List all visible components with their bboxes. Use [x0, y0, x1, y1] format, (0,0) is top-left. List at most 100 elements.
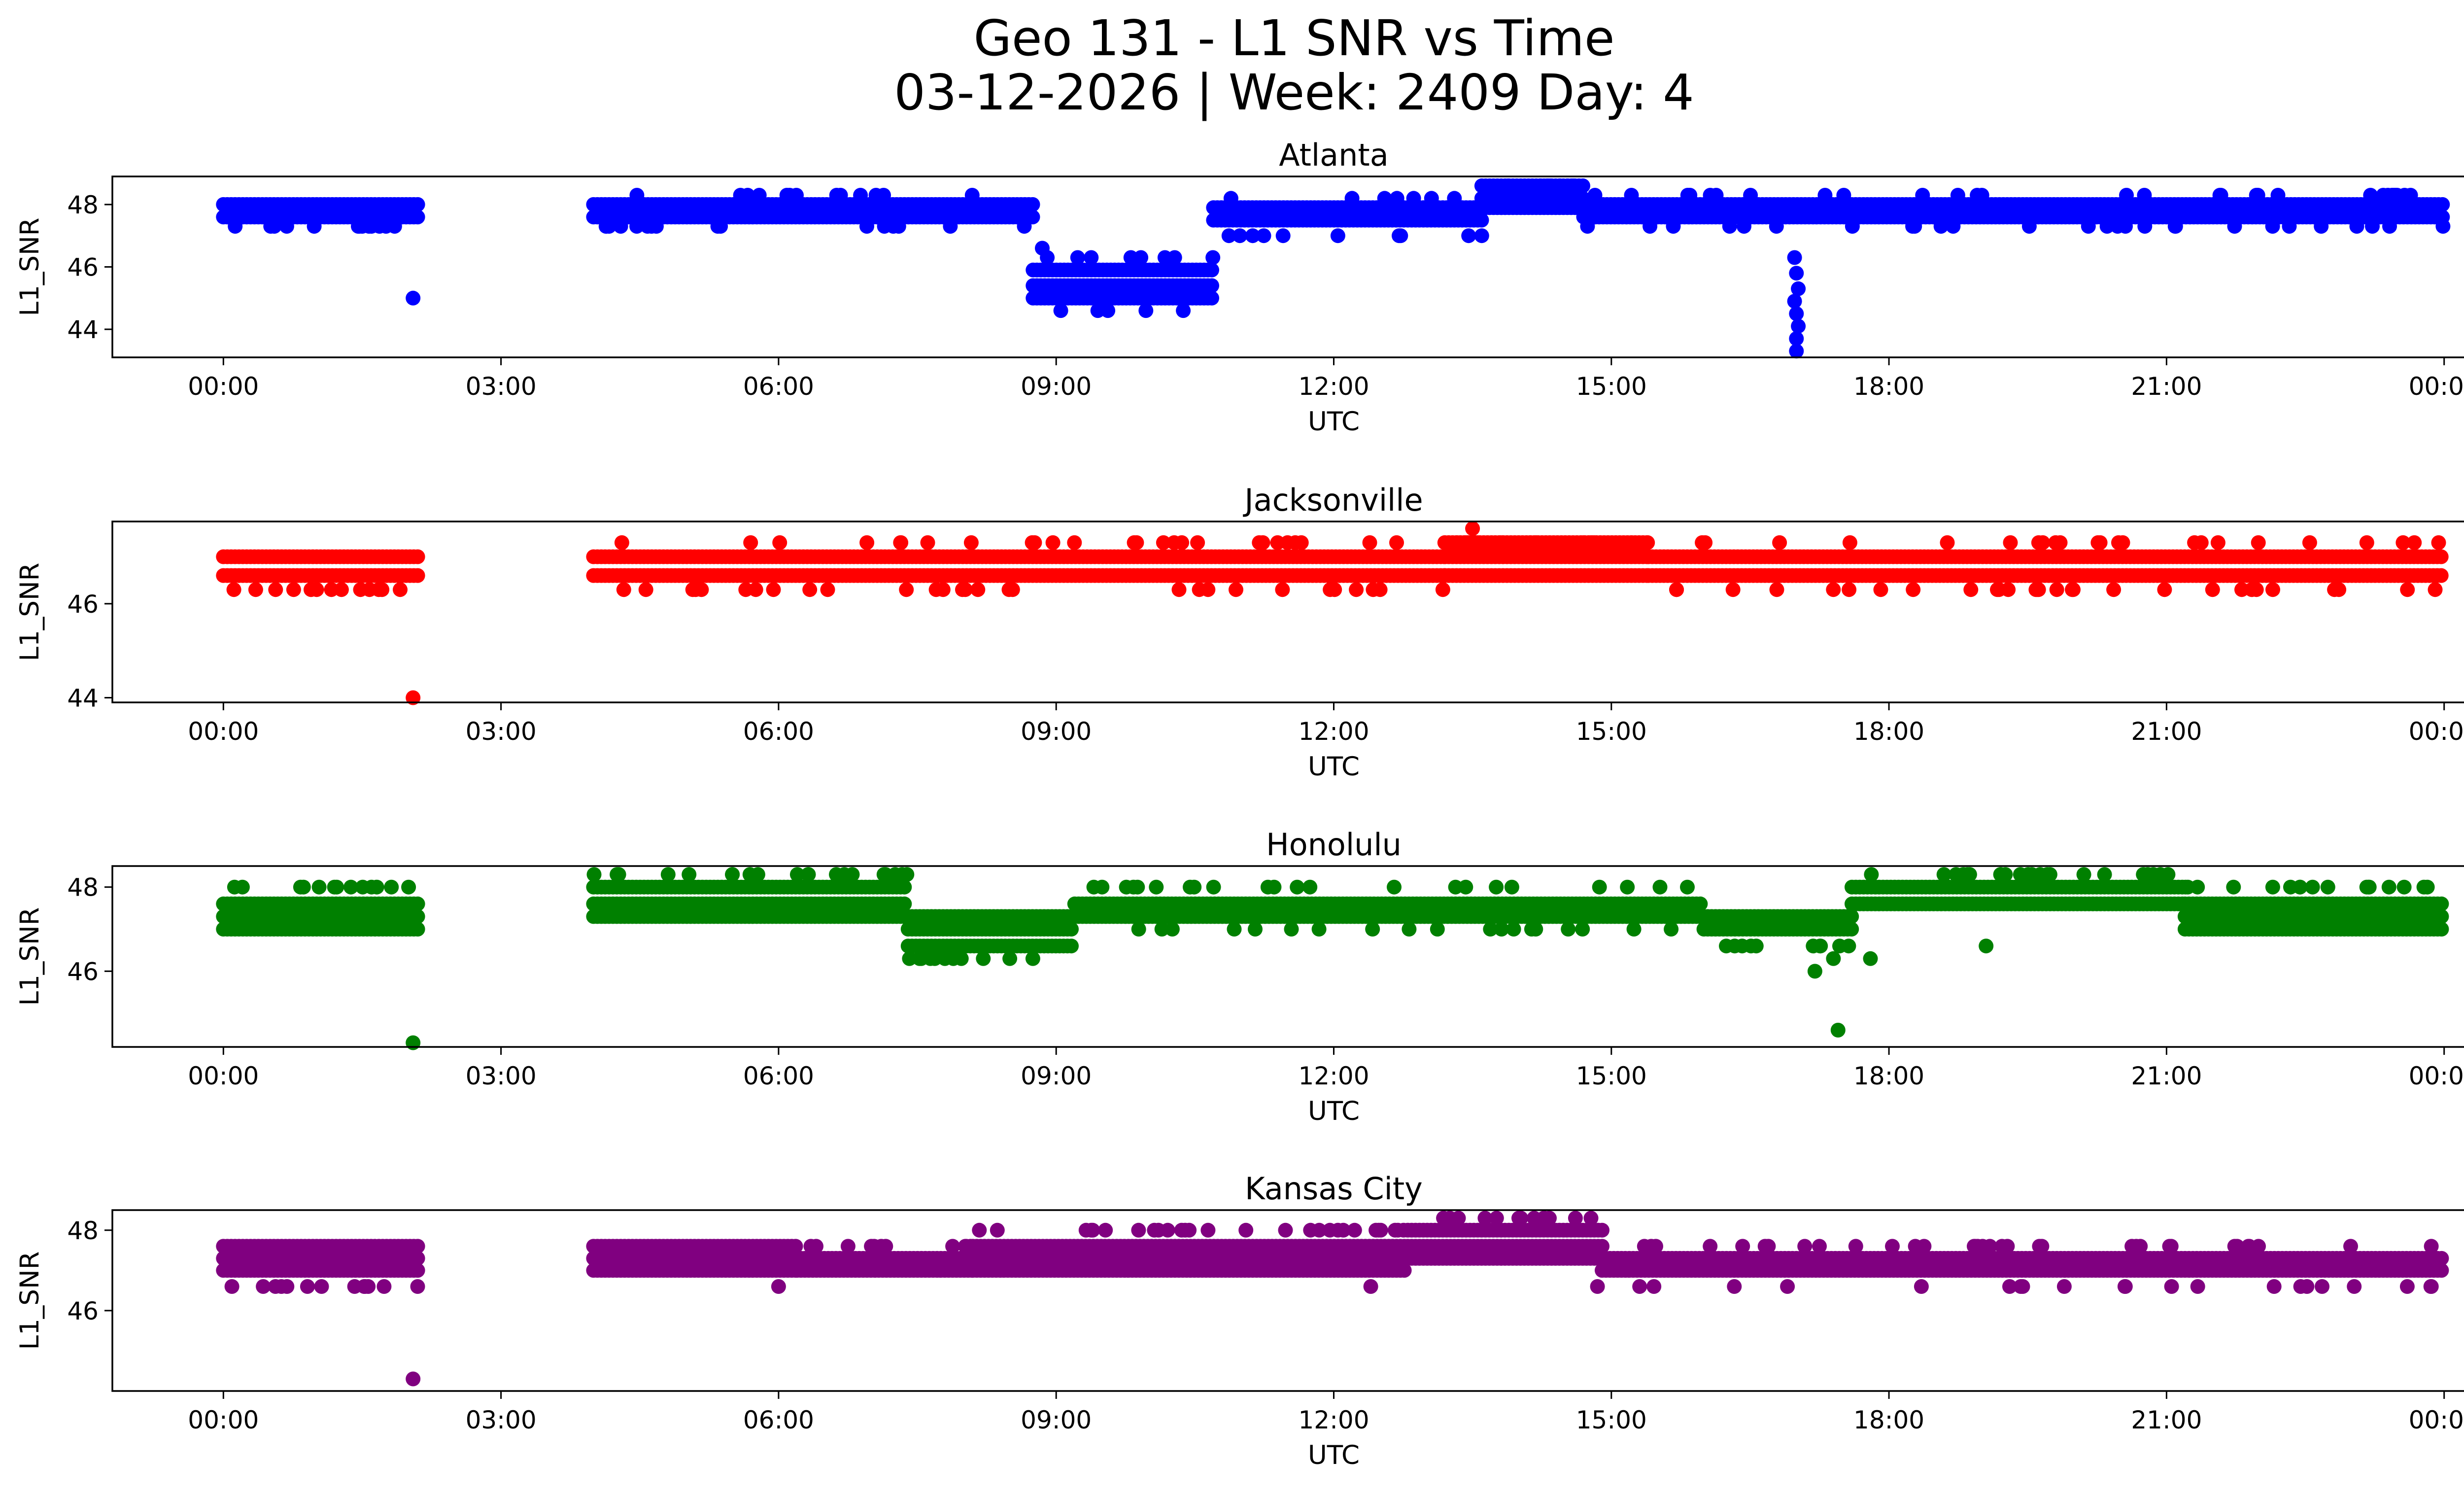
- data-point-1263: [1946, 219, 1961, 234]
- data-point-580: [748, 582, 763, 597]
- data-point-1202: [2400, 582, 2415, 597]
- data-point-772: [1449, 535, 1465, 550]
- data-point-790: [1335, 1222, 1351, 1238]
- data-point-110: [352, 219, 367, 234]
- data-point-556: [899, 582, 914, 597]
- data-point-561: [1275, 582, 1290, 597]
- data-point-112: [286, 582, 301, 597]
- outlier-point-1270: [406, 290, 421, 306]
- data-point-1426: [2226, 879, 2241, 895]
- data-point-1010: [1844, 909, 1859, 924]
- data-point-157: [401, 879, 416, 895]
- data-point-680: [1406, 191, 1421, 206]
- data-point-1266: [2397, 188, 2412, 203]
- data-point-1218: [2396, 535, 2411, 550]
- data-point-1242: [1845, 219, 1860, 234]
- data-point-782: [1147, 1222, 1162, 1238]
- data-point-605: [694, 582, 709, 597]
- data-point-769: [1542, 178, 1558, 193]
- data-point-150: [410, 1239, 425, 1254]
- data-point-568: [927, 951, 942, 966]
- data-point-164: [314, 1279, 329, 1294]
- data-point-1021: [1735, 939, 1750, 954]
- data-point-113: [307, 219, 322, 234]
- data-point-786: [1347, 1222, 1362, 1238]
- outlier-point-1276: [1791, 318, 1806, 334]
- data-point-769: [1624, 535, 1639, 550]
- data-point-105: [226, 582, 241, 597]
- data-point-912: [1164, 922, 1180, 937]
- data-point-930: [1290, 879, 1305, 895]
- data-point-1219: [1725, 582, 1741, 597]
- data-point-111: [371, 582, 386, 597]
- data-point-160: [227, 879, 242, 895]
- data-point-1191: [2433, 568, 2449, 583]
- data-point-918: [1365, 922, 1380, 937]
- data-point-365: [752, 188, 767, 203]
- outlier-point-1279: [1053, 303, 1068, 318]
- data-point-1201: [2157, 582, 2172, 597]
- data-point-524: [1084, 250, 1099, 265]
- data-point-109: [364, 219, 379, 234]
- x-tick-label: 03:00: [466, 717, 537, 746]
- data-point-1207: [1936, 867, 1951, 882]
- data-point-101: [410, 568, 425, 583]
- data-point-1218: [2349, 219, 2364, 234]
- subplot-title: Jacksonville: [1242, 482, 1423, 518]
- outlier-point-1271: [1787, 250, 1802, 265]
- data-point-906: [1095, 879, 1110, 895]
- data-point-354: [964, 188, 980, 203]
- data-point-558: [902, 951, 917, 966]
- data-point-763: [1397, 1263, 1412, 1278]
- y-tick-label: 46: [67, 253, 99, 282]
- data-point-162: [357, 1279, 372, 1294]
- x-tick-label: 00:00: [2409, 717, 2464, 746]
- data-point-1210: [1842, 582, 1857, 597]
- data-point-1020: [1719, 939, 1734, 954]
- data-point-1221: [1587, 188, 1603, 203]
- data-point-1203: [2106, 582, 2122, 597]
- data-point-160: [256, 1279, 271, 1294]
- data-point-593: [802, 582, 818, 597]
- data-point-589: [1005, 582, 1020, 597]
- x-tick-label: 18:00: [1853, 717, 1924, 746]
- data-point-1259: [2119, 188, 2134, 203]
- data-point-1229: [2249, 582, 2264, 597]
- data-point-1253: [1624, 188, 1639, 203]
- data-point-681: [1424, 191, 1439, 206]
- data-point-114: [268, 582, 283, 597]
- data-point-1248: [2282, 219, 2297, 234]
- data-point-348: [859, 219, 874, 234]
- data-point-559: [1349, 582, 1364, 597]
- data-point-368: [613, 219, 628, 234]
- x-tick-label: 15:00: [1576, 372, 1647, 401]
- y-tick-label: 44: [67, 315, 99, 344]
- data-point-676: [1377, 191, 1392, 206]
- data-point-1268: [1817, 188, 1833, 203]
- data-point-1213: [1949, 867, 1964, 882]
- data-point-424: [801, 867, 816, 882]
- data-point-1235: [2251, 535, 2266, 550]
- data-point-366: [629, 188, 645, 203]
- y-axis-label: L1_SNR: [15, 907, 45, 1006]
- y-axis-label: L1_SNR: [15, 218, 45, 316]
- data-point-784: [1131, 1222, 1146, 1238]
- x-axis-label: UTC: [1308, 407, 1360, 437]
- x-tick-label: 12:00: [1298, 717, 1369, 746]
- data-point-1258: [1666, 219, 1681, 234]
- data-point-897: [1506, 922, 1521, 937]
- y-tick-label: 46: [67, 957, 99, 986]
- data-point-1221: [2092, 535, 2108, 550]
- data-point-928: [1154, 922, 1169, 937]
- data-point-922: [1524, 922, 1539, 937]
- data-point-929: [1430, 922, 1445, 937]
- outlier-point-1275: [1789, 306, 1804, 321]
- data-point-1013: [1832, 939, 1847, 954]
- data-point-1230: [2270, 188, 2286, 203]
- outlier-point-1437: [1863, 951, 1878, 966]
- series-points: [216, 521, 2449, 705]
- data-point-1252: [1950, 188, 1965, 203]
